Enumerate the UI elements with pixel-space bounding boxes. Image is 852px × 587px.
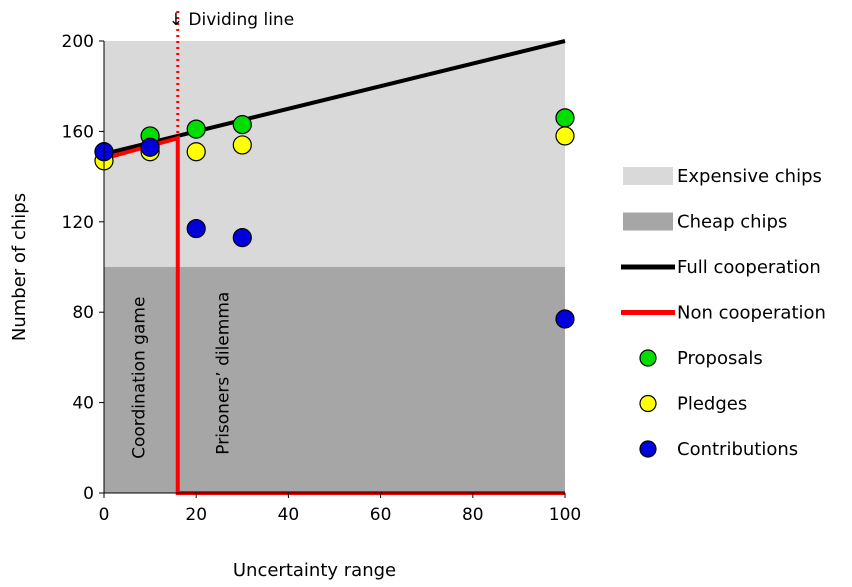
point-proposals <box>186 119 206 139</box>
y-tick-label: 0 <box>83 484 94 504</box>
x-axis-title: Uncertainty range <box>233 560 396 581</box>
point-contributions <box>186 218 206 239</box>
axes: 0 40 80 120 160 200 0 20 40 60 80 100 Uncertainty ra… <box>9 32 581 581</box>
legend-label-non-cooperation: Non cooperation <box>677 303 826 324</box>
legend-swatch-expensive-chips <box>623 167 673 185</box>
line-full-cooperation <box>103 39 566 156</box>
region-label-prisoners-dilemma: Prisoners’ dilemma <box>213 292 233 455</box>
legend-label-cheap-chips: Cheap chips <box>677 212 787 233</box>
y-tick-label: 40 <box>72 394 94 414</box>
region-cheap-chips <box>104 267 565 493</box>
legend: Expensive chips Cheap chips Full cooperati… <box>621 166 826 460</box>
point-contributions <box>140 137 160 157</box>
legend-label-full-cooperation: Full cooperation <box>677 257 821 278</box>
y-tick-label: 120 <box>62 213 94 233</box>
x-tick-label: 60 <box>370 505 392 525</box>
legend-swatch-proposals <box>639 349 657 367</box>
y-axis-title: Number of chips <box>9 193 30 341</box>
point-contributions <box>555 309 575 329</box>
region-label-coordination-game: Coordination game <box>130 297 150 459</box>
legend-label-contributions: Contributions <box>677 439 798 460</box>
x-tick-label: 100 <box>549 505 581 525</box>
legend-swatch-contributions <box>639 440 657 458</box>
legend-label-proposals: Proposals <box>677 348 763 369</box>
y-tick-label: 160 <box>62 122 94 142</box>
point-pledges <box>232 135 252 155</box>
point-proposals <box>555 108 575 128</box>
x-tick-label: 80 <box>462 505 484 525</box>
point-pledges <box>555 126 575 146</box>
legend-swatch-cheap-chips <box>623 212 673 231</box>
legend-label-pledges: Pledges <box>677 394 747 415</box>
legend-label-expensive-chips: Expensive chips <box>677 166 822 187</box>
region-expensive-chips <box>104 41 565 267</box>
point-contributions <box>232 228 252 248</box>
point-pledges <box>186 142 206 162</box>
legend-swatch-pledges <box>639 394 657 413</box>
x-tick-label: 0 <box>99 505 110 525</box>
dividing-line-label: ↓ Dividing line <box>169 10 294 30</box>
plot-area: Coordination game Prisoners’ dilemma ↓ Div… <box>94 10 575 495</box>
x-tick-label: 20 <box>185 505 207 525</box>
y-tick-label: 80 <box>72 303 94 323</box>
point-proposals <box>232 115 252 135</box>
y-tick-label: 200 <box>62 32 94 52</box>
x-tick-label: 40 <box>278 505 300 525</box>
